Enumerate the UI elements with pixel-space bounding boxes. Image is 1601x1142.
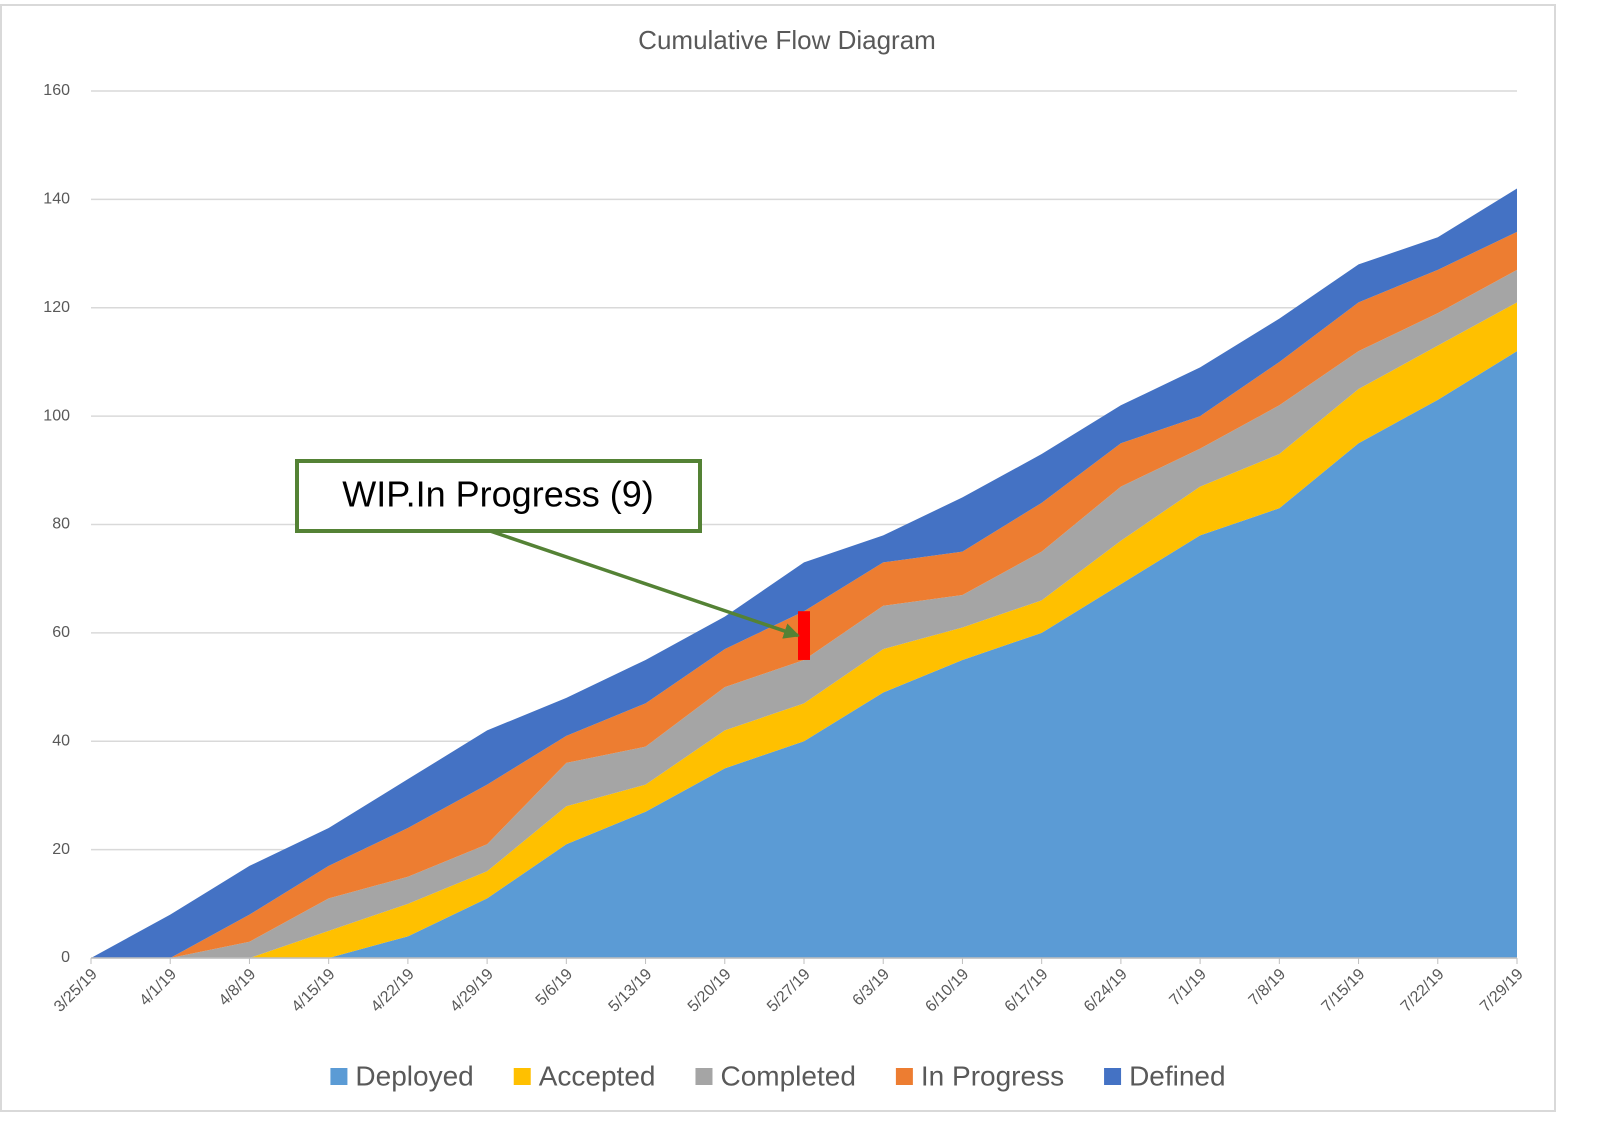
legend-label: Completed (720, 1060, 855, 1091)
y-tick-label: 60 (52, 624, 70, 641)
legend-label: In Progress (921, 1060, 1064, 1091)
legend-swatch (513, 1068, 531, 1085)
area (91, 231, 1517, 958)
y-tick-label: 40 (52, 732, 70, 749)
legend-swatch (1104, 1068, 1122, 1085)
legend-swatch (330, 1068, 348, 1085)
legend-swatch (895, 1068, 913, 1085)
chart-title: Cumulative Flow Diagram (638, 25, 936, 55)
y-tick-label: 140 (43, 191, 70, 208)
area (91, 351, 1517, 959)
y-tick-label: 100 (43, 407, 70, 424)
y-tick-label: 160 (43, 82, 70, 99)
area (91, 188, 1517, 959)
y-tick-label: 20 (52, 841, 70, 858)
y-tick-label: 120 (43, 299, 70, 316)
legend-label: Accepted (539, 1060, 656, 1091)
legend-label: Defined (1129, 1060, 1226, 1091)
y-tick-label: 0 (61, 949, 70, 966)
annotation-arrow (489, 529, 800, 639)
highlight-bar (798, 611, 810, 660)
y-tick-label: 80 (52, 516, 70, 533)
legend-swatch (695, 1068, 713, 1085)
annotation-box (295, 459, 702, 533)
legend-label: Deployed (355, 1060, 473, 1091)
annotation-text: WIP.In Progress (9) (342, 474, 653, 515)
legend: Deployed Accepted Completed In Progress Defi… (330, 1060, 1226, 1091)
